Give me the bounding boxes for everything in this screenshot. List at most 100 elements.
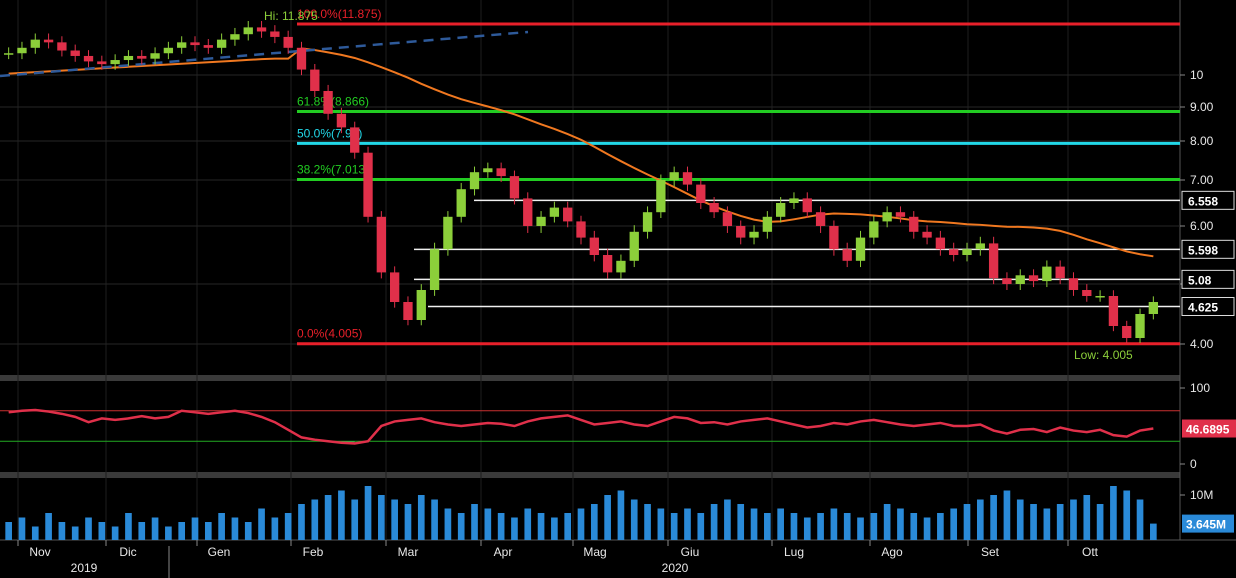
rsi-line (8, 408, 1154, 445)
volume-bar (165, 526, 172, 540)
year-label: 2019 (71, 561, 98, 575)
candle-body (1068, 278, 1079, 290)
volume-bar (1016, 499, 1024, 540)
candle-body (1028, 275, 1039, 282)
volume-bar (857, 517, 864, 540)
candle-body (855, 237, 866, 261)
volume-bar (697, 513, 705, 540)
month-label: Mar (398, 545, 419, 559)
level-tag-box (1181, 239, 1235, 259)
x-axis: Nov Dic Gen Feb Mar Apr Mag Giu Lug Ago Set Ott 2019… (17, 540, 1099, 578)
panel-divider-1[interactable] (0, 375, 1180, 381)
level-tag-label: 5.08 (1188, 273, 1212, 287)
candle-body (30, 39, 40, 48)
month-label: Set (981, 545, 1000, 559)
candle-body (1108, 296, 1119, 326)
candle-body (736, 226, 746, 238)
candle-body (709, 203, 719, 213)
volume-bar (351, 499, 359, 540)
volume-bar (630, 499, 638, 540)
candle-body (722, 212, 733, 226)
candle-body (83, 55, 94, 62)
volume-bar (990, 495, 997, 540)
candle-body (576, 221, 586, 238)
volume-bar (1070, 499, 1077, 540)
candle-body (416, 290, 426, 320)
volume-bar (564, 513, 572, 540)
candle-body (882, 212, 892, 222)
volume-bar (1043, 508, 1051, 540)
volume-bar (870, 513, 878, 540)
candle-body (17, 47, 27, 54)
candle-body (509, 176, 520, 199)
volume-bar (511, 517, 518, 540)
volume-bar (1083, 495, 1091, 540)
candle-body (256, 27, 267, 32)
volume-bar (218, 513, 225, 540)
candle-body (975, 243, 985, 250)
candle-body (163, 47, 174, 54)
candle-body (483, 168, 493, 173)
volume-bar (724, 499, 731, 540)
candle-body (469, 172, 480, 190)
candle-body (3, 53, 14, 55)
fib-label: 0.0%(4.005) (297, 327, 362, 341)
volume-bar (85, 517, 92, 540)
candle-body (456, 189, 466, 217)
candle-body (110, 60, 120, 65)
volume-panel: 10M 3.645M (5, 486, 1234, 540)
candle-body (829, 226, 839, 250)
volume-bar (298, 504, 305, 540)
fib-label: 61.8%(8.866) (297, 95, 369, 109)
volume-bar (71, 526, 79, 540)
level-tag-label: 4.625 (1188, 301, 1218, 315)
volume-bar (963, 504, 971, 540)
candle-body (949, 249, 959, 255)
candle-body (137, 55, 147, 59)
month-label: Feb (303, 545, 324, 559)
volume-bar (1110, 486, 1117, 540)
moving-average (8, 47, 1154, 258)
candle-body (589, 237, 599, 255)
candle-body (988, 243, 999, 279)
rsi-tick-label: 0 (1190, 457, 1197, 471)
candle-body (1122, 326, 1132, 338)
candle-body (1055, 266, 1065, 279)
candle-body (443, 216, 453, 250)
candle-body (296, 47, 307, 70)
trendline (0, 30, 529, 78)
candle-body (1148, 302, 1159, 314)
month-label: Giu (681, 545, 700, 559)
volume-bar (191, 517, 199, 540)
rsi-panel: 100 0 46.6895 (0, 381, 1236, 471)
volume-bar (657, 508, 665, 540)
candle-body (216, 39, 227, 48)
volume-bar (484, 508, 492, 540)
volume-bar (551, 517, 558, 540)
candle-body (523, 198, 533, 226)
month-gridlines (17, 0, 1069, 540)
candle-body (1135, 314, 1145, 338)
candle-body (629, 231, 639, 261)
candle-body (696, 184, 706, 203)
volume-bar (790, 513, 798, 540)
volume-bar (444, 508, 452, 540)
volume-bar (750, 508, 758, 540)
volume-bar (5, 522, 12, 540)
candle-body (909, 216, 919, 232)
volume-bar (537, 513, 545, 540)
candle-body (869, 221, 879, 238)
price-tick-label: 4.00 (1190, 337, 1214, 351)
volume-bar (98, 522, 106, 540)
hi-label: Hi: 11.875 (264, 9, 318, 23)
fib-label: 38.2%(7.013) (297, 162, 369, 176)
volume-bar (976, 499, 984, 540)
price-tick-label: 6.00 (1190, 219, 1214, 233)
rsi-tick-label: 100 (1190, 381, 1210, 395)
candle-body (563, 207, 573, 222)
panel-divider-2[interactable] (0, 472, 1180, 478)
volume-bar (617, 490, 625, 540)
level-tag-label: 6.558 (1188, 194, 1218, 208)
month-label: Apr (494, 545, 513, 559)
volume-bar (1056, 504, 1064, 540)
